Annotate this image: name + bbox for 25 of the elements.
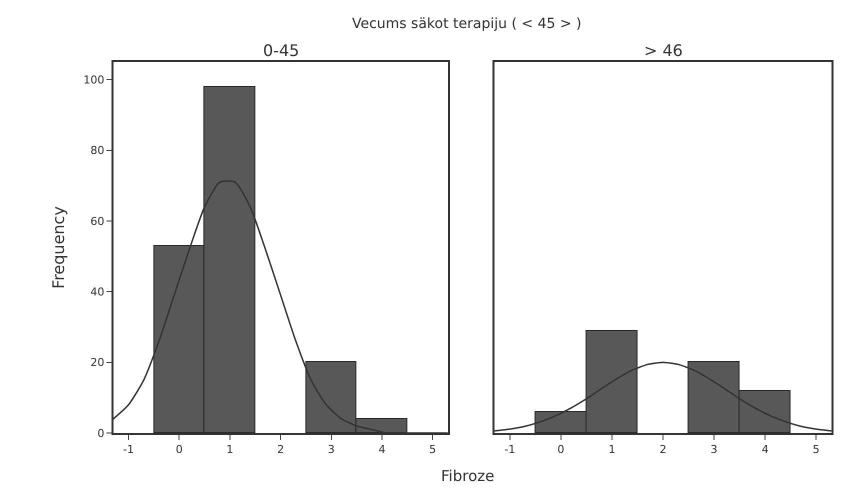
x-tick-label: 1 xyxy=(226,442,234,456)
x-tick-label: 0 xyxy=(176,442,183,456)
x-axis-title: Fibroze xyxy=(441,467,494,485)
y-tick-label: 40 xyxy=(90,286,104,299)
x-tick-label: 3 xyxy=(328,442,335,456)
x-tick-label: 1 xyxy=(608,442,616,456)
x-tick-label: 5 xyxy=(429,442,436,456)
y-tick-label: 0 xyxy=(97,426,104,440)
y-tick-label: 80 xyxy=(90,144,104,158)
x-tick-label: -1 xyxy=(123,442,134,456)
y-tick-label: 60 xyxy=(90,214,104,228)
x-tick-label: 5 xyxy=(812,442,820,456)
x-tick-label: 3 xyxy=(710,442,718,456)
chart-title: 0-45 xyxy=(263,41,300,60)
x-tick-label: 4 xyxy=(378,442,386,456)
text: Vecums säkot terapiju ( < 45 > ) xyxy=(352,16,582,32)
y-axis-title: Frequency xyxy=(48,206,68,289)
chart-title: > 46 xyxy=(644,41,683,60)
x-tick-label: 4 xyxy=(762,442,769,456)
x-tick-label: 2 xyxy=(277,442,284,456)
x-tick-label: 0 xyxy=(557,442,564,456)
y-tick-label: 100 xyxy=(83,74,104,87)
x-tick-label: -1 xyxy=(504,442,516,456)
x-tick-label: 2 xyxy=(660,442,667,456)
y-tick-label: 20 xyxy=(90,356,104,370)
